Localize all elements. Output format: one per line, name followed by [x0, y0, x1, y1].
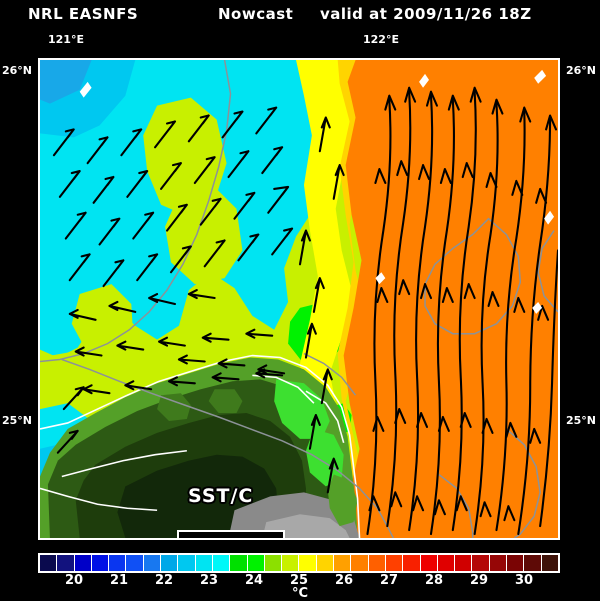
- colorbar-swatch: [264, 555, 283, 571]
- colorbar-units: °C: [291, 586, 309, 601]
- data-gap-flecks: [79, 69, 555, 314]
- colorbar-swatch: [524, 555, 542, 571]
- colorbar-swatch: [74, 555, 92, 571]
- vector-scale-key: 10 cm/s: [177, 530, 285, 538]
- colorbar[interactable]: [38, 553, 560, 573]
- colorbar-swatch: [507, 555, 525, 571]
- colorbar-swatch: [420, 555, 438, 571]
- colorbar-swatch: [334, 555, 352, 571]
- colorbar-tick-label: 29: [469, 573, 489, 588]
- colorbar-swatch: [247, 555, 265, 571]
- colorbar-swatch: [178, 555, 196, 571]
- colorbar-tick-label: 27: [379, 573, 399, 588]
- colorbar-swatch: [57, 555, 75, 571]
- colorbar-swatch: [161, 555, 179, 571]
- valid-time: valid at 2009/11/26 18Z: [320, 5, 532, 23]
- colorbar-tick-label: 28: [424, 573, 444, 588]
- colorbar-swatch: [489, 555, 508, 571]
- lat-tick-bottom-left: 25°N: [2, 414, 33, 427]
- current-vectors: [52, 86, 558, 536]
- colorbar-swatch: [316, 555, 335, 571]
- sst-field: [40, 60, 558, 538]
- colorbar-swatch: [368, 555, 386, 571]
- model-name: NRL EASNFS: [28, 5, 139, 23]
- colorbar-tick-label: 26: [334, 573, 354, 588]
- colorbar-swatch: [455, 555, 473, 571]
- colorbar-swatch: [541, 555, 558, 571]
- colorbar-swatch: [437, 555, 456, 571]
- field-label: SST/C: [188, 485, 254, 507]
- lat-tick-bottom-right: 25°N: [566, 414, 597, 427]
- colorbar-tick-label: 25: [289, 573, 309, 588]
- colorbar-swatch: [91, 555, 110, 571]
- colorbar-ticks: 20 21 22 23 24 25 26 27 28 29 30: [38, 573, 560, 591]
- sst-map-panel[interactable]: SST/C 10 cm/s: [38, 58, 560, 540]
- colorbar-tick-label: 20: [64, 573, 84, 588]
- lon-tick-left: 121°E: [48, 33, 84, 46]
- bathymetry-contours: [40, 60, 558, 538]
- colorbar-swatch: [282, 555, 300, 571]
- lat-tick-top-left: 26°N: [2, 64, 33, 77]
- colorbar-swatch: [351, 555, 369, 571]
- colorbar-tick-label: 22: [154, 573, 174, 588]
- colorbar-swatch: [403, 555, 421, 571]
- land-mass: [40, 357, 360, 538]
- colorbar-tick-label: 23: [199, 573, 219, 588]
- lat-tick-top-right: 26°N: [566, 64, 597, 77]
- colorbar-tick-label: 30: [514, 573, 534, 588]
- colorbar-swatch: [299, 555, 317, 571]
- title-bar: NRL EASNFS Nowcast valid at 2009/11/26 1…: [0, 0, 600, 30]
- colorbar-tick-label: 21: [109, 573, 129, 588]
- vector-scale-label: 10 cm/s: [179, 537, 283, 538]
- colorbar-swatch: [195, 555, 213, 571]
- colorbar-swatch: [472, 555, 490, 571]
- colorbar-swatch: [40, 555, 58, 571]
- colorbar-tick-label: 24: [244, 573, 264, 588]
- colorbar-swatch: [230, 555, 248, 571]
- colorbar-swatch: [126, 555, 144, 571]
- lon-tick-right: 122°E: [363, 33, 399, 46]
- colorbar-swatch: [212, 555, 231, 571]
- colorbar-swatch: [109, 555, 127, 571]
- product-type: Nowcast: [218, 5, 294, 23]
- colorbar-swatch: [143, 555, 162, 571]
- colorbar-swatch: [385, 555, 404, 571]
